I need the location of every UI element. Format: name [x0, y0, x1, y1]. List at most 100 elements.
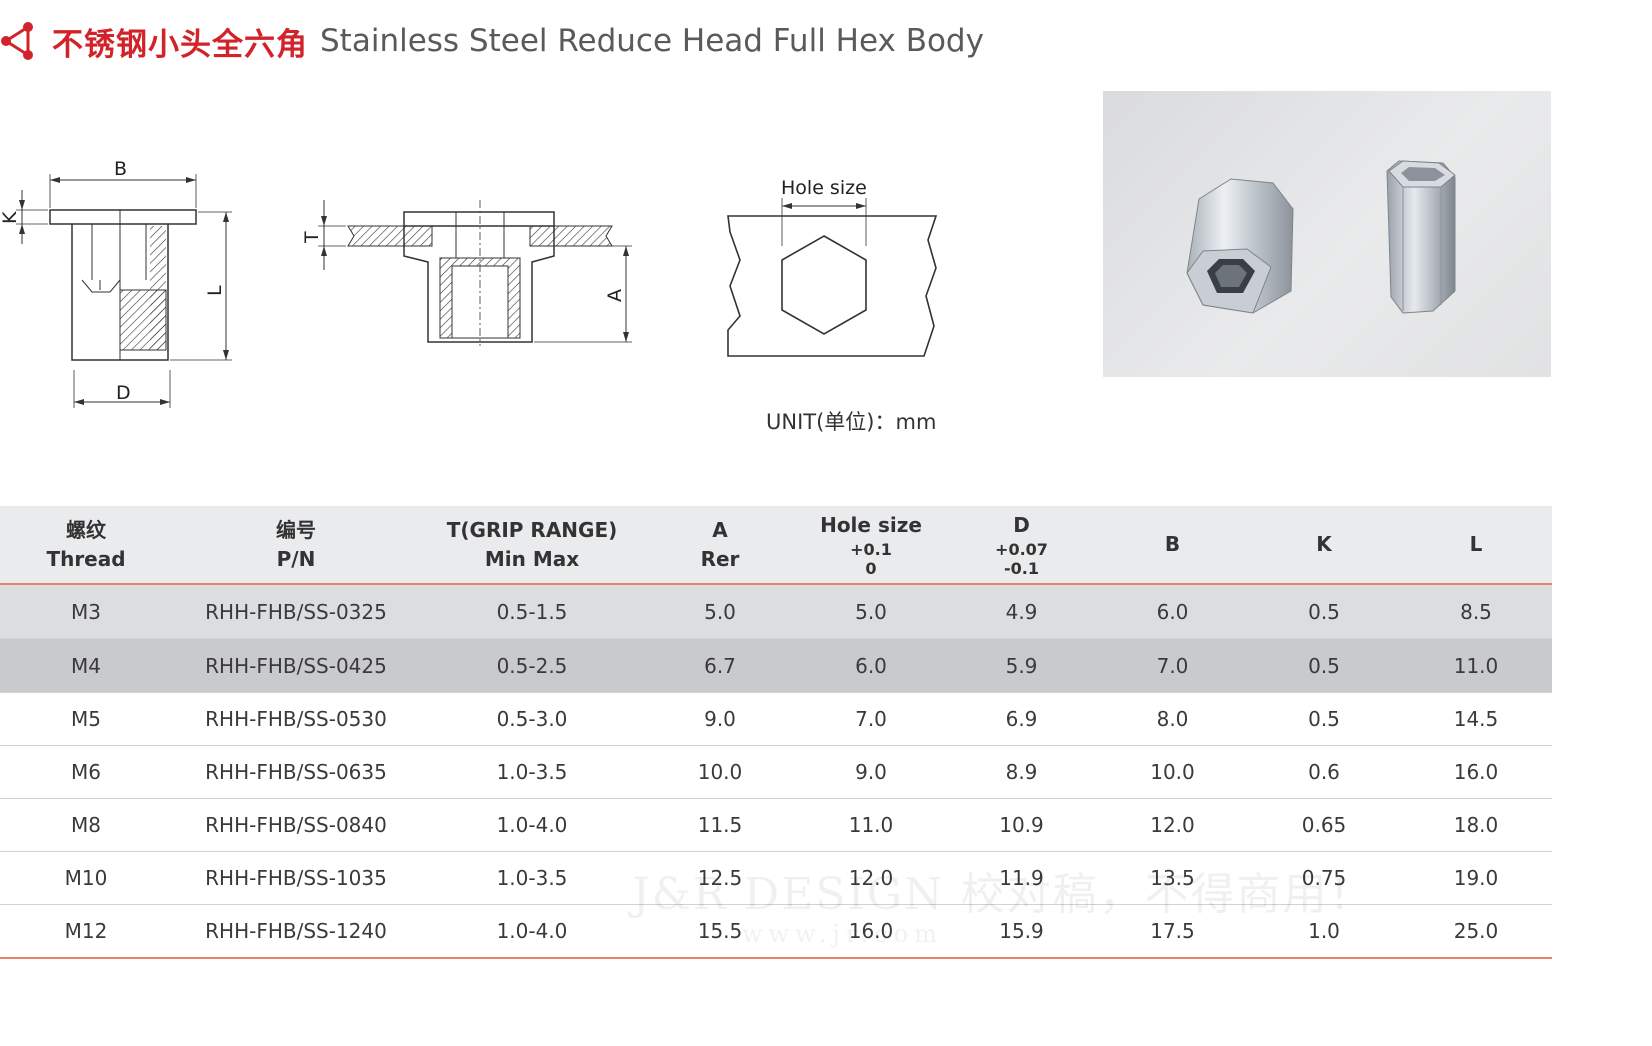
- cell-k: 0.75: [1248, 851, 1400, 905]
- share-icon: [1, 22, 33, 60]
- rivet-nut-left: [1186, 178, 1294, 314]
- cell-thread: M10: [0, 851, 172, 905]
- cell-b: 6.0: [1097, 584, 1248, 639]
- cell-grip: 1.0-4.0: [420, 798, 644, 852]
- cell-pn: RHH-FHB/SS-0530: [172, 692, 420, 746]
- cell-d: 5.9: [946, 638, 1097, 693]
- cell-pn: RHH-FHB/SS-0425: [172, 638, 420, 693]
- cell-l: 25.0: [1400, 904, 1552, 959]
- header-hole-size: Hole size +0.1 0: [796, 506, 946, 585]
- cell-l: 14.5: [1400, 692, 1552, 746]
- header-pn: 编号 P/N: [172, 506, 420, 585]
- cell-pn: RHH-FHB/SS-1240: [172, 904, 420, 959]
- cell-hole: 11.0: [796, 798, 946, 852]
- cell-grip: 1.0-3.5: [420, 745, 644, 799]
- dim-t-label: T: [301, 231, 323, 244]
- table-header-row: 螺纹 Thread 编号 P/N T(GRIP RANGE) Min Max A Rer…: [0, 506, 1552, 585]
- cell-hole: 5.0: [796, 584, 946, 639]
- cell-b: 12.0: [1097, 798, 1248, 852]
- dim-l-label: L: [204, 285, 226, 296]
- dim-hole-size-label: Hole size: [781, 177, 867, 199]
- cell-b: 13.5: [1097, 851, 1248, 905]
- cell-d: 11.9: [946, 851, 1097, 905]
- cell-b: 10.0: [1097, 745, 1248, 799]
- cell-l: 8.5: [1400, 584, 1552, 639]
- unit-label: UNIT(单位)：mm: [766, 410, 937, 434]
- cell-k: 0.5: [1248, 584, 1400, 639]
- cell-a: 9.0: [644, 692, 796, 746]
- cell-grip: 0.5-2.5: [420, 638, 644, 693]
- cell-grip: 0.5-3.0: [420, 692, 644, 746]
- cell-hole: 7.0: [796, 692, 946, 746]
- cell-l: 19.0: [1400, 851, 1552, 905]
- table-row: M8 RHH-FHB/SS-0840 1.0-4.0 11.5 11.0 10.…: [0, 798, 1552, 852]
- cell-k: 0.5: [1248, 638, 1400, 693]
- watermark-text: J&R DESIGN 校对稿，不得商用！: [632, 869, 1375, 920]
- dim-d-label: D: [116, 382, 131, 404]
- cell-hole: 16.0: [796, 904, 946, 959]
- cell-l: 11.0: [1400, 638, 1552, 693]
- dim-k-label: K: [0, 211, 21, 224]
- cell-k: 0.65: [1248, 798, 1400, 852]
- cell-a: 12.5: [644, 851, 796, 905]
- table-row: M5 RHH-FHB/SS-0530 0.5-3.0 9.0 7.0 6.9 8…: [0, 692, 1552, 746]
- cell-a: 6.7: [644, 638, 796, 693]
- cell-a: 10.0: [644, 745, 796, 799]
- cell-pn: RHH-FHB/SS-0325: [172, 584, 420, 639]
- table-row: M10 RHH-FHB/SS-1035 1.0-3.5 12.5 12.0 11…: [0, 851, 1552, 905]
- drawing-installed-view: T A: [300, 196, 640, 356]
- cell-thread: M4: [0, 638, 172, 693]
- cell-b: 17.5: [1097, 904, 1248, 959]
- cell-pn: RHH-FHB/SS-0840: [172, 798, 420, 852]
- header-thread: 螺纹 Thread: [0, 506, 172, 585]
- cell-grip: 1.0-4.0: [420, 904, 644, 959]
- cell-d: 10.9: [946, 798, 1097, 852]
- header-k: K: [1248, 506, 1400, 585]
- table-row: M4 RHH-FHB/SS-0425 0.5-2.5 6.7 6.0 5.9 7…: [0, 638, 1552, 693]
- cell-d: 6.9: [946, 692, 1097, 746]
- drawing-hole-size: Hole size: [720, 170, 950, 370]
- cell-k: 1.0: [1248, 904, 1400, 959]
- cell-hole: 9.0: [796, 745, 946, 799]
- cell-b: 7.0: [1097, 638, 1248, 693]
- watermark-url: www.jr.com: [742, 920, 943, 948]
- title-chinese: 不锈钢小头全六角: [52, 26, 308, 63]
- cell-d: 8.9: [946, 745, 1097, 799]
- page-title: 不锈钢小头全六角 Stainless Steel Reduce Head Ful…: [0, 18, 984, 64]
- cell-d: 4.9: [946, 584, 1097, 639]
- rivet-nut-right: [1386, 160, 1456, 314]
- cell-hole: 12.0: [796, 851, 946, 905]
- table-row: M6 RHH-FHB/SS-0635 1.0-3.5 10.0 9.0 8.9 …: [0, 745, 1552, 799]
- header-l: L: [1400, 506, 1552, 585]
- cell-thread: M6: [0, 745, 172, 799]
- cell-pn: RHH-FHB/SS-1035: [172, 851, 420, 905]
- cell-l: 18.0: [1400, 798, 1552, 852]
- cell-grip: 0.5-1.5: [420, 584, 644, 639]
- cell-grip: 1.0-3.5: [420, 851, 644, 905]
- cell-k: 0.5: [1248, 692, 1400, 746]
- drawing-side-section: B K L D: [0, 150, 250, 420]
- cell-thread: M8: [0, 798, 172, 852]
- spec-table: 螺纹 Thread 编号 P/N T(GRIP RANGE) Min Max A Rer…: [0, 506, 1552, 959]
- cell-hole: 6.0: [796, 638, 946, 693]
- table-row: M3 RHH-FHB/SS-0325 0.5-1.5 5.0 5.0 4.9 6…: [0, 584, 1552, 639]
- cell-a: 15.5: [644, 904, 796, 959]
- cell-k: 0.6: [1248, 745, 1400, 799]
- header-a: A Rer: [644, 506, 796, 585]
- cell-a: 11.5: [644, 798, 796, 852]
- cell-l: 16.0: [1400, 745, 1552, 799]
- title-english: Stainless Steel Reduce Head Full Hex Bod…: [320, 23, 984, 59]
- cell-thread: M12: [0, 904, 172, 959]
- table-row: M12 RHH-FHB/SS-1240 1.0-4.0 15.5 16.0 15…: [0, 904, 1552, 959]
- dim-b-label: B: [114, 158, 127, 180]
- header-grip-range: T(GRIP RANGE) Min Max: [420, 506, 644, 585]
- cell-b: 8.0: [1097, 692, 1248, 746]
- product-photo: [1103, 91, 1551, 377]
- cell-thread: M5: [0, 692, 172, 746]
- cell-thread: M3: [0, 584, 172, 639]
- cell-pn: RHH-FHB/SS-0635: [172, 745, 420, 799]
- cell-a: 5.0: [644, 584, 796, 639]
- header-d: D +0.07 -0.1: [946, 506, 1097, 585]
- header-b: B: [1097, 506, 1248, 585]
- cell-d: 15.9: [946, 904, 1097, 959]
